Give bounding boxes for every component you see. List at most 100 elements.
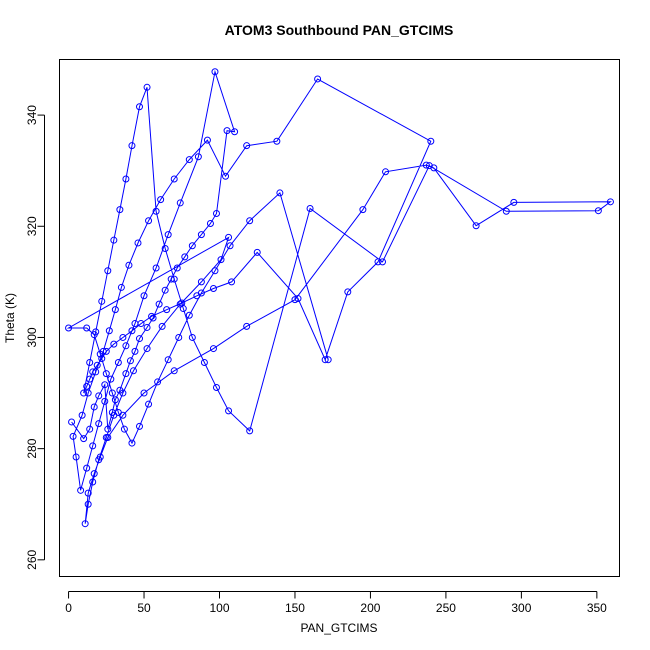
data-point — [137, 320, 145, 328]
data-point — [344, 288, 352, 296]
data-point — [175, 333, 183, 341]
data-point — [217, 256, 225, 264]
data-point — [145, 400, 153, 408]
data-point — [89, 478, 97, 486]
data-point — [206, 219, 214, 227]
data-point — [152, 264, 160, 272]
data-point — [188, 242, 196, 250]
plot-frame — [59, 59, 620, 577]
data-point — [140, 292, 148, 300]
data-point — [80, 389, 88, 397]
data-point — [102, 434, 110, 442]
data-point — [212, 383, 220, 391]
data-point — [223, 127, 231, 135]
data-point — [306, 204, 314, 212]
data-point — [155, 300, 163, 308]
y-tick-label: 300 — [25, 327, 39, 347]
data-point — [164, 356, 172, 364]
y-tick-label: 340 — [25, 105, 39, 125]
data-point — [185, 156, 193, 164]
chart-title: ATOM3 Southbound PAN_GTCIMS — [225, 22, 454, 38]
data-point — [197, 289, 205, 297]
data-point — [111, 306, 119, 314]
x-axis: 0 50 100 150 200 250 300 350 — [65, 591, 607, 615]
data-point — [231, 128, 239, 136]
data-point — [136, 422, 143, 430]
data-point — [125, 261, 133, 269]
data-point — [594, 207, 602, 215]
data-point — [131, 347, 139, 355]
data-point — [102, 347, 110, 355]
data-point — [225, 407, 233, 415]
data-point — [101, 381, 109, 389]
data-point — [117, 283, 125, 291]
data-point — [90, 470, 98, 478]
data-point — [83, 324, 91, 332]
data-point — [359, 206, 367, 214]
data-point — [226, 242, 234, 250]
data-point — [96, 350, 104, 358]
data-point — [140, 389, 148, 397]
data-point — [68, 418, 76, 426]
data-point — [273, 137, 281, 145]
data-point — [143, 345, 151, 353]
data-point — [145, 217, 153, 225]
data-point — [81, 520, 89, 528]
data-point — [374, 258, 382, 266]
data-point — [170, 275, 178, 283]
data-point — [276, 189, 284, 197]
data-point — [200, 358, 208, 366]
x-tick-label: 50 — [137, 601, 151, 615]
data-point — [170, 175, 178, 183]
data-point — [95, 456, 103, 464]
data-point — [294, 295, 302, 303]
data-point — [98, 355, 106, 363]
data-point — [176, 199, 184, 207]
data-point — [222, 172, 230, 180]
data-point — [95, 392, 103, 400]
data-point — [95, 420, 103, 428]
data-point — [136, 335, 143, 343]
data-point — [114, 409, 122, 417]
data-point — [72, 453, 80, 461]
data-point — [89, 368, 97, 376]
data-point — [136, 103, 143, 111]
data-point — [176, 300, 184, 308]
data-point — [149, 314, 157, 322]
data-point — [197, 231, 205, 239]
data-point — [83, 464, 91, 472]
y-axis: 260 280 300 320 340 — [25, 105, 45, 570]
plot-area — [65, 68, 614, 528]
data-point — [181, 253, 189, 261]
data-point — [84, 489, 92, 497]
data-point — [122, 370, 130, 378]
data-point — [134, 239, 142, 247]
data-point — [324, 356, 332, 364]
data-point — [69, 432, 77, 440]
data-point — [211, 68, 219, 76]
data-point — [430, 164, 438, 172]
x-tick-label: 250 — [436, 601, 456, 615]
data-point — [185, 311, 193, 319]
data-point — [102, 370, 110, 378]
data-point — [86, 425, 94, 433]
y-axis-label: Theta (K) — [3, 293, 17, 343]
data-point — [108, 389, 116, 397]
data-point — [209, 285, 217, 293]
data-point — [314, 75, 322, 83]
data-point — [83, 382, 91, 390]
data-point — [225, 233, 233, 241]
data-point — [92, 368, 100, 376]
data-point — [253, 248, 261, 256]
data-point — [197, 278, 205, 286]
data-point — [291, 296, 299, 304]
data-point — [472, 222, 480, 230]
data-point — [246, 427, 254, 435]
data-point — [228, 278, 236, 286]
x-tick-label: 200 — [360, 601, 380, 615]
data-point — [164, 231, 172, 239]
data-point — [111, 396, 119, 404]
data-point — [90, 403, 98, 411]
data-point — [154, 378, 162, 386]
data-point — [427, 137, 435, 145]
